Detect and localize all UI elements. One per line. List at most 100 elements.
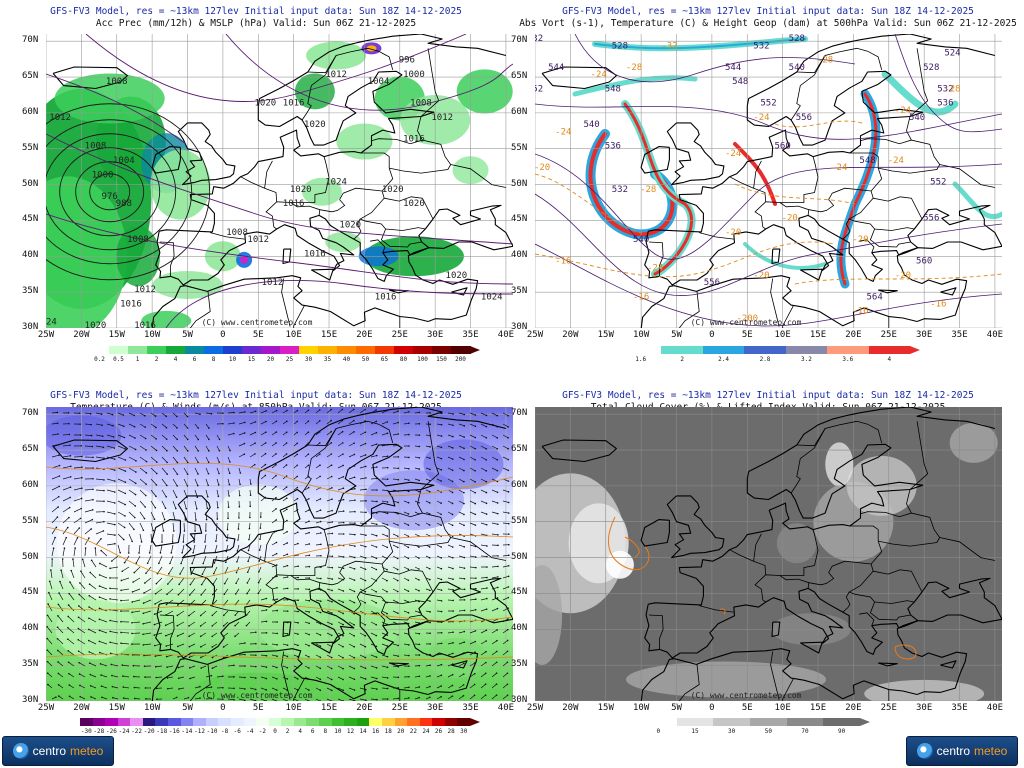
lat-tick-label: 30N: [511, 322, 528, 332]
lon-tick-label: 20W: [73, 330, 90, 340]
field-shade: [423, 439, 504, 490]
contour-label: 1024: [481, 292, 503, 302]
colorbar-swatch: [109, 346, 129, 354]
field-shade: [949, 422, 998, 463]
contour-label: 1020: [446, 271, 468, 281]
lat-tick-label: 70N: [511, 35, 528, 46]
contour-label: -20: [852, 235, 868, 245]
lon-tick-label: 5W: [182, 330, 193, 340]
panel-title-model: GFS-FV3 Model, res = ~13km 127lev Initia…: [50, 390, 462, 401]
lat-tick-label: 40N: [511, 623, 528, 634]
lon-tick-label: 5W: [182, 703, 193, 713]
lon-tick-label: 30E: [427, 703, 444, 713]
contour-label: -24: [895, 106, 911, 116]
lon-tick-label: 0: [709, 330, 715, 340]
country-borders: [648, 47, 995, 328]
lat-tick-label: 30N: [22, 322, 39, 332]
colorbar-swatch: [868, 346, 911, 354]
colorbar-tick-label: -2: [258, 728, 267, 735]
contour-label: 1008: [85, 142, 107, 152]
colorbar-swatch: [306, 718, 320, 726]
lon-tick-label: 15W: [108, 330, 125, 340]
centrometeo-logo[interactable]: centro meteo: [906, 736, 1018, 766]
colorbar-swatch: [786, 718, 824, 726]
copyright-text: (C) www.centrometeo.com: [691, 691, 802, 700]
contour-labels: 532528-32532528544552-28-24548544548540-…: [535, 34, 961, 324]
colorbar-swatch: [331, 718, 345, 726]
contour-label: 556: [923, 213, 939, 223]
field-shade: [141, 310, 192, 328]
colorbar-swatch: [117, 718, 131, 726]
contour-label: 552: [930, 178, 946, 188]
lon-tick-label: 15W: [597, 703, 614, 713]
colorbar-swatch: [280, 346, 300, 354]
lifted-index-contours: [607, 516, 917, 660]
colorbar-tick-label: 30: [460, 728, 468, 735]
lon-tick-label: 40E: [497, 703, 515, 713]
globe-icon: [12, 743, 29, 759]
contour-label: 528: [789, 34, 805, 44]
lon-tick-label: 20E: [356, 330, 373, 340]
colorbar-swatch: [444, 718, 458, 726]
lon-tick-label: 10W: [632, 703, 650, 713]
colorbar-tick-label: 6: [192, 356, 197, 363]
contour-label: -24: [647, 264, 663, 274]
colorbar-tick-label: 15: [247, 356, 256, 363]
colorbar-tick-label: 50: [361, 356, 370, 363]
contour-label: 1004: [113, 156, 135, 166]
contour-label: 1024: [46, 317, 57, 327]
panel-title-model: GFS-FV3 Model, res = ~13km 127lev Initia…: [50, 6, 462, 17]
isotherms: [46, 462, 513, 661]
lat-tick-label: 65N: [511, 71, 528, 82]
contour-label: 1016: [375, 292, 397, 302]
panel-title-model: GFS-FV3 Model, res = ~13km 127lev Initia…: [562, 6, 974, 17]
contour-label: 1008: [127, 235, 149, 245]
country-borders: [159, 47, 506, 328]
lon-tick-label: 10E: [774, 330, 791, 340]
copyright-text: (C) www.centrometeo.com: [202, 691, 313, 700]
field-shade: [240, 255, 249, 264]
colorbar-tick-label: 0.5: [113, 356, 124, 363]
vorticity-band: [623, 102, 693, 276]
contour-label: 548: [605, 84, 621, 94]
colorbar-tick-label: 3.2: [801, 356, 812, 363]
colorbar-tick-label: 0: [273, 728, 277, 735]
colorbar-tick-label: 8: [211, 356, 216, 363]
colorbar-tick-label: 4: [298, 728, 302, 735]
colorbar-swatch: [620, 346, 662, 354]
contour-label: 1020: [339, 221, 361, 231]
colorbar-tick-label: 26: [434, 728, 443, 735]
colorbar-swatch: [105, 718, 119, 726]
colorbar-swatch: [407, 718, 421, 726]
lat-tick-label: 35N: [511, 286, 528, 297]
colorbar-swatch: [319, 718, 333, 726]
lon-tick-label: 35E: [951, 330, 968, 340]
contour-label: 1000: [92, 170, 114, 180]
lon-tick-label: 5W: [671, 330, 682, 340]
contour-label: -16: [555, 256, 571, 266]
colorbar-tick-label: 4: [173, 356, 178, 363]
colorbar-tick-label: 150: [436, 356, 447, 363]
colorbar-tick-label: 12: [346, 728, 355, 735]
colorbar-swatch: [413, 346, 433, 354]
lat-tick-label: 35N: [22, 659, 39, 670]
lon-tick-label: 5E: [741, 703, 753, 713]
colorbar-swatch: [823, 718, 861, 726]
lon-tick-label: 5E: [252, 330, 264, 340]
lon-tick-label: 40E: [986, 703, 1004, 713]
colorbar-tick-label: 22: [409, 728, 417, 735]
centrometeo-logo[interactable]: centro meteo: [2, 736, 114, 766]
colorbar-tick-label: 8: [323, 728, 328, 735]
contour-label: 532: [612, 185, 628, 195]
contour-label: 1008: [106, 77, 128, 87]
contour-label: 1016: [403, 135, 425, 145]
lon-tick-label: 0: [709, 703, 715, 713]
contour-label: 1024: [325, 178, 347, 188]
colorbar-tick-label: 14: [359, 728, 367, 735]
colorbar-tick-label: -18: [156, 728, 168, 735]
contour-label: 1012: [247, 235, 269, 245]
lon-tick-label: 35E: [462, 330, 479, 340]
lon-tick-label: 10E: [774, 703, 791, 713]
colorbar-swatch: [432, 346, 452, 354]
precip-mslp-panel: GFS-FV3 Model, res = ~13km 127lev Initia…: [0, 0, 512, 384]
